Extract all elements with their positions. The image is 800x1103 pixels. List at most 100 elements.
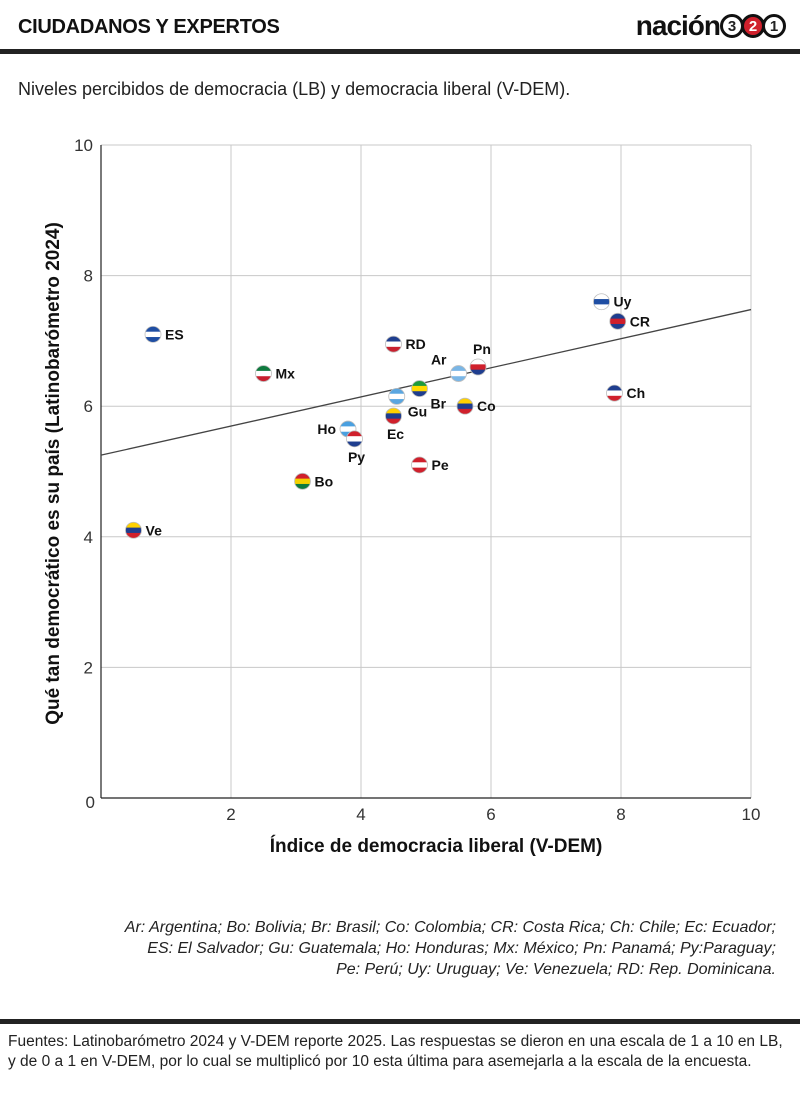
flag-outline [609, 312, 627, 330]
flag-icon [125, 522, 142, 539]
x-tick-label: 4 [356, 805, 365, 824]
flag-icon [385, 336, 402, 353]
y-tick-label: 0 [86, 793, 95, 812]
flag-outline [385, 407, 402, 425]
point-bo: Bo [294, 472, 334, 490]
flag-stripe [294, 473, 311, 480]
point-label: Ch [627, 385, 646, 401]
flag-stripe [411, 385, 428, 392]
section-label: CIUDADANOS Y EXPERTOS [18, 16, 280, 38]
flag-stripe [255, 370, 272, 377]
flag-icon [450, 365, 467, 382]
point-label: Ho [317, 421, 336, 437]
legend-line: ES: El Salvador; Gu: Guatemala; Ho: Hond… [147, 940, 776, 957]
flag-stripe [411, 462, 428, 469]
flag-outline [144, 325, 162, 343]
flag-icon [388, 388, 405, 405]
brand-word: nación [635, 10, 721, 41]
brand-digit: 1 [762, 14, 786, 38]
legend-line: Ar: Argentina; Bo: Bolivia; Br: Brasil; … [124, 919, 776, 936]
bottom-divider [0, 1019, 800, 1024]
y-tick-label: 8 [84, 267, 93, 286]
flag-stripe [145, 331, 161, 338]
flag-outline [606, 384, 623, 402]
y-tick-label: 4 [84, 528, 93, 547]
x-tick-label: 6 [486, 805, 495, 824]
flag-stripe [470, 364, 486, 371]
point-label: Pe [432, 457, 449, 473]
point-label: Py [348, 449, 365, 465]
flag-stripe [609, 323, 626, 330]
flag-stripe [125, 532, 142, 539]
x-axis-title: Índice de democracia liberal (V-DEM) [270, 835, 603, 857]
flag-stripe [385, 336, 402, 342]
point-rd: RD [385, 335, 426, 353]
flag-outline [469, 358, 487, 376]
point-cr: CR [609, 312, 650, 330]
flag-stripe [388, 393, 405, 400]
flag-outline [385, 335, 402, 353]
flag-outline [593, 293, 610, 311]
flag-icon [346, 430, 363, 447]
flag-stripe [346, 441, 363, 447]
flag-stripe [470, 359, 486, 365]
flag-stripe [450, 376, 467, 382]
point-label: Mx [276, 366, 296, 382]
point-label: Pn [473, 341, 491, 357]
flag-stripe [388, 388, 405, 395]
flag-stripe [411, 391, 428, 397]
flag-icon [411, 456, 428, 473]
flag-icon [606, 385, 623, 402]
point-ar: Ar [431, 352, 467, 382]
point-label: CR [630, 313, 650, 329]
flag-stripe [145, 337, 161, 343]
flag-outline [125, 521, 142, 539]
flag-icon [470, 359, 486, 376]
x-tick-label: 8 [616, 805, 625, 824]
flag-outline [456, 397, 474, 415]
flag-stripe [450, 370, 467, 377]
trend-line [100, 308, 752, 456]
point-label: Ar [431, 352, 447, 368]
point-uy: Uy [593, 293, 632, 311]
point-mx: Mx [255, 365, 296, 382]
legend-line: Pe: Perú; Uy: Uruguay; Ve: Venezuela; RD… [336, 961, 776, 978]
flag-stripe [346, 430, 363, 437]
point-label: Br [431, 396, 447, 412]
point-br: Br [411, 380, 447, 412]
flag-stripe [385, 418, 402, 424]
scatter-chart: 2 4 6 8 10 0 2 4 6 8 10 Índice de democracia libera… [43, 136, 760, 857]
point-gu: Gu [388, 388, 427, 419]
flag-stripe [385, 341, 402, 348]
point-ve: Ve [125, 521, 162, 539]
flag-icon [593, 293, 610, 310]
flag-icon [385, 407, 402, 424]
flag-stripe [388, 399, 405, 405]
flag-stripe [606, 390, 623, 397]
point-label: ES [165, 326, 184, 342]
y-axis-title: Qué tan democrático es su país (Latinoba… [43, 222, 64, 725]
flag-icon [411, 380, 428, 397]
flag-stripe [457, 403, 473, 410]
y-tick-label: 2 [84, 658, 93, 677]
x-tick-label: 2 [226, 805, 235, 824]
point-co: Co [456, 397, 496, 415]
flag-stripe [606, 385, 623, 391]
flag-stripe [411, 467, 428, 473]
y-tick-label: 6 [84, 397, 93, 416]
flag-stripe [593, 299, 610, 305]
point-py: Py [346, 430, 365, 465]
point-label: Bo [315, 473, 334, 489]
flag-icon [457, 398, 473, 415]
flag-stripe [450, 365, 467, 372]
flag-stripe [385, 407, 402, 414]
flag-outline [450, 365, 467, 382]
flag-stripe [346, 436, 363, 443]
flag-stripe [294, 478, 311, 485]
chart-subtitle: Niveles percibidos de democracia (LB) y … [18, 79, 571, 99]
point-label: Ec [387, 426, 404, 442]
flag-icon [609, 313, 626, 330]
flag-outline [388, 388, 406, 405]
flag-stripe [385, 413, 402, 420]
point-ch: Ch [606, 384, 646, 402]
